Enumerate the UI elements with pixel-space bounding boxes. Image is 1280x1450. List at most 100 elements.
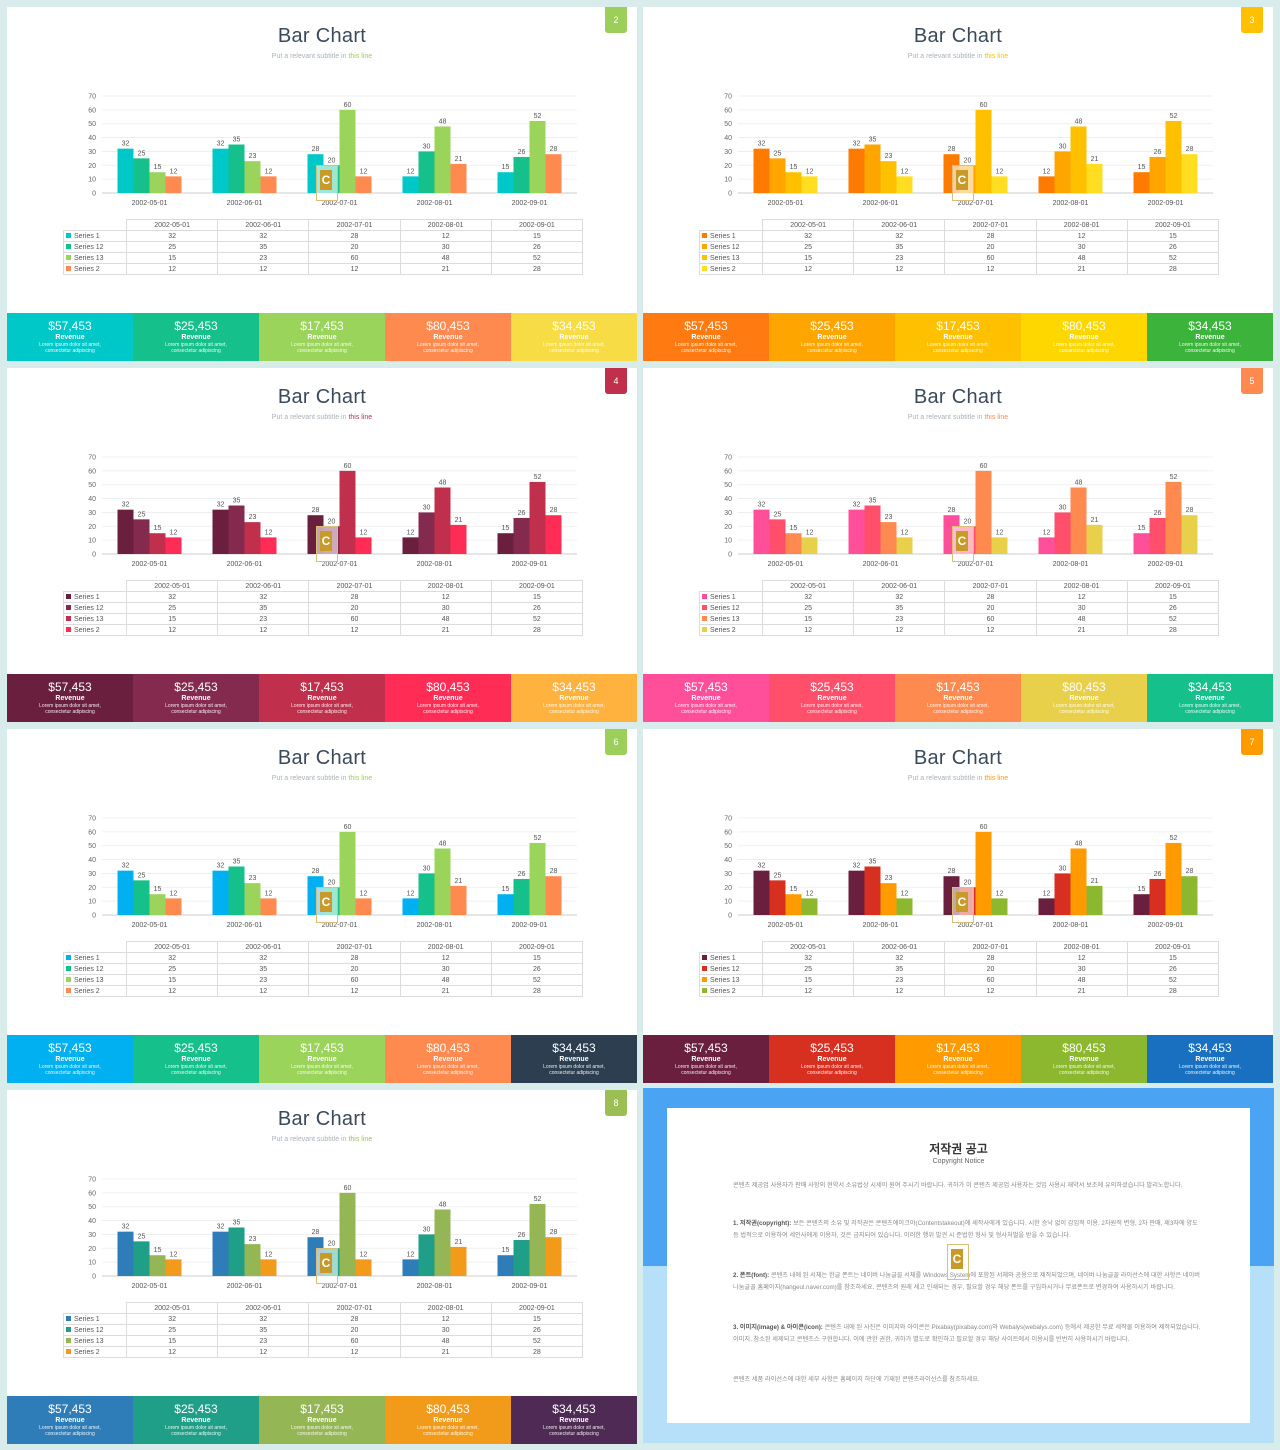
table-cell: 60 (944, 613, 1037, 625)
watermark-logo: C (316, 887, 338, 923)
data-label: 21 (455, 517, 463, 524)
y-tick-label: 30 (88, 510, 96, 517)
table-cell: 35 (217, 963, 310, 975)
table-cell: 26 (1126, 241, 1220, 253)
table-row: Series 12 25 35 20 30 26 (699, 963, 1220, 975)
legend-label: Series 13 (74, 1337, 104, 1345)
y-tick-label: 40 (88, 135, 96, 142)
y-tick-label: 60 (724, 829, 732, 836)
y-tick-label: 10 (88, 1260, 96, 1267)
kpi-amount: $17,453 (300, 1041, 344, 1055)
copyright-title: 저작권 공고 (929, 1142, 988, 1156)
kpi-label: Revenue (55, 1417, 85, 1424)
table-header-cell: 2002-07-01 (944, 941, 1037, 953)
data-label: 23 (249, 875, 257, 882)
x-tick-label: 2002-07-01 (322, 1283, 358, 1290)
kpi-amount: $25,453 (174, 1041, 218, 1055)
kpi-amount: $34,453 (1188, 1041, 1232, 1055)
data-label: 20 (964, 879, 972, 886)
x-tick-label: 2002-05-01 (768, 561, 804, 568)
kpi-amount: $57,453 (48, 319, 92, 333)
bar (1149, 517, 1166, 554)
bar (339, 470, 356, 554)
bar (339, 109, 356, 193)
x-tick-label: 2002-07-01 (322, 922, 358, 929)
kpi-description-line-2: consectetur adipiscing (1185, 348, 1235, 354)
table-row: Series 1 32 32 28 12 15 (699, 230, 1220, 242)
kpi-card: $80,453 Revenue Lorem ipsum dolor sit amet… (385, 313, 511, 361)
kpi-card: $34,453 Revenue Lorem ipsum dolor sit amet… (1147, 1035, 1273, 1083)
table-header-cell: 2002-06-01 (853, 219, 946, 231)
table-cell: 15 (761, 974, 855, 986)
table-cell: 12 (944, 985, 1037, 997)
table-cell: 60 (308, 613, 401, 625)
kpi-card: $17,453 Revenue Lorem ipsum dolor sit amet… (259, 1396, 385, 1444)
data-label: 60 (980, 102, 988, 109)
bar (1070, 848, 1087, 915)
copyright-section-2: 2. 폰트(font): 콘텐츠 내에 된 서체는 한글 폰트는 네이버 나눔글… (733, 1270, 1203, 1294)
legend-swatch (66, 266, 71, 272)
table-header-cell: 2002-09-01 (490, 219, 584, 231)
kpi-card: $17,453 Revenue Lorem ipsum dolor sit amet… (259, 313, 385, 361)
subtitle-text: Put a relevant subtitle in (907, 775, 985, 782)
kpi-label: Revenue (433, 1056, 463, 1063)
chart-slide: 2 Bar Chart Put a relevant subtitle in thi… (7, 7, 637, 361)
data-label: 25 (138, 1233, 146, 1240)
bar (1054, 151, 1071, 193)
legend-entry: Series 12 (63, 963, 127, 975)
table-cell: 23 (217, 252, 310, 264)
bar (434, 1209, 451, 1276)
legend-label: Series 12 (710, 243, 740, 251)
kpi-description-line-2: consectetur adipiscing (297, 1431, 347, 1437)
table-cell: 35 (853, 602, 946, 614)
data-label: 60 (344, 1185, 352, 1192)
data-label: 25 (774, 150, 782, 157)
table-cell: 52 (490, 1335, 584, 1347)
table-header-row: 2002-05-01 2002-06-01 2002-07-01 2002-08-01… (700, 941, 1220, 953)
x-tick-label: 2002-06-01 (227, 561, 263, 568)
y-tick-label: 0 (728, 552, 732, 559)
data-label: 12 (360, 168, 368, 175)
table-cell: 48 (1035, 974, 1128, 986)
table-header-row: 2002-05-01 2002-06-01 2002-07-01 2002-08-01… (64, 219, 584, 231)
table-cell: 26 (1126, 963, 1220, 975)
kpi-description-line-2: consectetur adipiscing (807, 1070, 857, 1076)
copyright-section-1: 1. 저작권(copyright): 보든 콘텐츠의 소유 및 저작권은 콘텐츠… (733, 1218, 1203, 1242)
bar (1133, 894, 1150, 915)
table-cell: 23 (217, 1335, 310, 1347)
bar (497, 172, 514, 193)
y-tick-label: 20 (724, 163, 732, 170)
kpi-label: Revenue (307, 1417, 337, 1424)
legend-label: Series 13 (710, 254, 740, 262)
legend-entry: Series 13 (699, 613, 763, 625)
slide-subtitle: Put a relevant subtitle in this line (643, 53, 1273, 60)
kpi-description-line-2: consectetur adipiscing (681, 709, 731, 715)
table-cell: 32 (761, 230, 855, 242)
legend-label: Series 1 (74, 232, 100, 240)
bar (260, 898, 277, 915)
data-label: 32 (758, 502, 766, 509)
bar (769, 158, 786, 193)
kpi-card: $57,453 Revenue Lorem ipsum dolor sit amet… (7, 1035, 133, 1083)
kpi-label: Revenue (817, 695, 847, 702)
legend-entry: Series 12 (699, 963, 763, 975)
table-cell: 12 (761, 263, 855, 275)
data-label: 15 (154, 164, 162, 171)
bar (753, 148, 770, 193)
table-header-cell: 2002-07-01 (308, 1302, 401, 1314)
bar (117, 509, 134, 554)
kpi-label: Revenue (55, 1056, 85, 1063)
kpi-footer: $57,453 Revenue Lorem ipsum dolor sit amet… (7, 1396, 637, 1444)
y-tick-label: 10 (724, 899, 732, 906)
kpi-description-line-1: Lorem ipsum dolor sit amet, (801, 342, 863, 348)
legend-swatch (66, 977, 71, 983)
y-tick-label: 40 (724, 135, 732, 142)
kpi-amount: $25,453 (174, 319, 218, 333)
x-tick-label: 2002-06-01 (227, 922, 263, 929)
kpi-description-line-1: Lorem ipsum dolor sit amet, (543, 1064, 605, 1070)
kpi-card: $34,453 Revenue Lorem ipsum dolor sit amet… (511, 1035, 637, 1083)
legend-entry: Series 1 (63, 1313, 127, 1325)
bar (529, 842, 546, 915)
table-row: Series 2 12 12 12 21 28 (63, 263, 584, 275)
data-label: 15 (502, 525, 510, 532)
